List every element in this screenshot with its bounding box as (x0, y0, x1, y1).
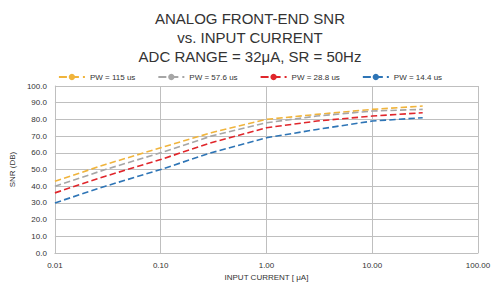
svg-text:80.0: 80.0 (31, 115, 47, 124)
svg-text:0.0: 0.0 (36, 249, 48, 258)
svg-text:20.0: 20.0 (31, 215, 47, 224)
svg-text:0.10: 0.10 (153, 261, 169, 270)
svg-text:30.0: 30.0 (31, 198, 47, 207)
svg-text:PW = 115 us: PW = 115 us (90, 73, 135, 82)
svg-text:70.0: 70.0 (31, 132, 47, 141)
svg-text:40.0: 40.0 (31, 182, 47, 191)
svg-text:PW = 14.4 us: PW = 14.4 us (394, 73, 442, 82)
svg-text:10.00: 10.00 (362, 261, 383, 270)
svg-text:ANALOG FRONT-END SNR: ANALOG FRONT-END SNR (155, 10, 345, 27)
svg-text:60.0: 60.0 (31, 148, 47, 157)
svg-text:100.00: 100.00 (466, 261, 491, 270)
svg-text:INPUT CURRENT [ μA]: INPUT CURRENT [ μA] (225, 273, 309, 282)
svg-text:0.01: 0.01 (47, 261, 63, 270)
svg-text:10.0: 10.0 (31, 232, 47, 241)
svg-text:vs. INPUT CURRENT: vs. INPUT CURRENT (177, 29, 323, 46)
svg-text:50.0: 50.0 (31, 165, 47, 174)
svg-text:1.00: 1.00 (259, 261, 275, 270)
svg-text:PW = 57.6 us: PW = 57.6 us (189, 73, 237, 82)
svg-text:100.0: 100.0 (27, 82, 48, 91)
svg-text:90.0: 90.0 (31, 98, 47, 107)
svg-text:ADC RANGE = 32μA, SR = 50Hz: ADC RANGE = 32μA, SR = 50Hz (139, 48, 362, 65)
svg-text:PW = 28.8 us: PW = 28.8 us (292, 73, 340, 82)
svg-text:SNR (DB): SNR (DB) (8, 151, 17, 187)
